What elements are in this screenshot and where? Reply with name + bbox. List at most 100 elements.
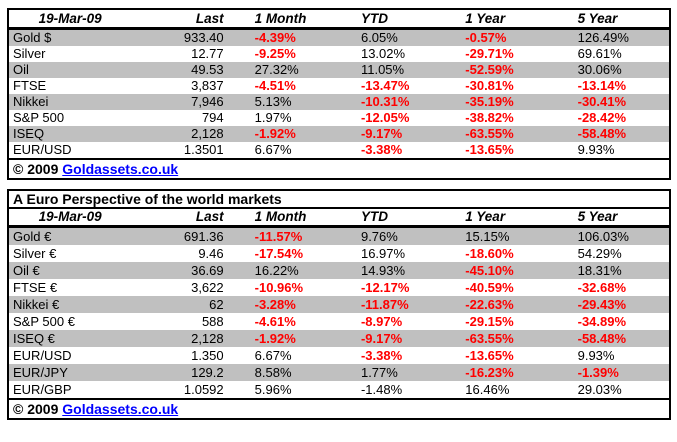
one-year-value-cell: -0.57% <box>465 29 507 45</box>
five-year-value-cell: -29.43% <box>577 297 627 312</box>
one-month-value-cell: -9.25% <box>254 45 296 61</box>
ytd-value-cell: -9.17% <box>360 125 403 141</box>
usd-table-footer-row: © 2009 Goldassets.co.uk <box>8 157 670 179</box>
last-value-cell: 3,622 <box>191 280 224 295</box>
one-year-value-cell: -35.19% <box>465 93 514 109</box>
goldassets-link[interactable]: Goldassets.co.uk <box>62 401 179 417</box>
instrument-label: Nikkei € <box>13 297 60 312</box>
last-value-cell: 1.0592 <box>183 382 224 397</box>
ytd-value-cell: -3.38% <box>360 348 403 363</box>
ytd-value-cell: 13.02% <box>360 45 406 61</box>
column-header-last: Last <box>131 207 227 228</box>
five-year-value-cell: -58.48% <box>577 125 627 141</box>
five-year-value-cell: -34.89% <box>577 314 627 329</box>
one-year-value-cell: -22.63% <box>465 297 514 312</box>
five-year-value-cell: 69.61% <box>577 45 622 61</box>
one-month-value-cell: -17.54% <box>254 246 304 261</box>
date-header: 19-Mar-09 <box>8 9 132 30</box>
table-row: Oil € 36.69 16.22% 14.93% -45.10% 18.31% <box>8 262 670 279</box>
goldassets-link[interactable]: Goldassets.co.uk <box>62 160 179 177</box>
instrument-label: Nikkei <box>13 93 49 109</box>
instrument-label: ISEQ <box>13 125 45 141</box>
one-month-value-cell: -1.92% <box>254 331 296 346</box>
copyright-bar: © 2009 Goldassets.co.uk <box>8 157 670 179</box>
table-row: S&P 500 794 1.97% -12.05% -38.82% -28.42… <box>8 110 670 126</box>
instrument-label: EUR/GBP <box>13 382 72 397</box>
one-year-value-cell: -13.65% <box>465 141 514 157</box>
table-row: ISEQ € 2,128 -1.92% -9.17% -63.55% -58.4… <box>8 330 670 347</box>
table-row: S&P 500 € 588 -4.61% -8.97% -29.15% -34.… <box>8 313 670 330</box>
table-row: Nikkei € 62 -3.28% -11.87% -22.63% -29.4… <box>8 296 670 313</box>
ytd-value-cell: 16.97% <box>360 246 406 261</box>
last-value-cell: 2,128 <box>191 125 224 141</box>
column-header-last: Last <box>131 9 227 30</box>
one-year-value-cell: 16.46% <box>465 382 510 397</box>
five-year-value-cell: -13.14% <box>577 77 627 93</box>
five-year-value-cell: 18.31% <box>577 263 622 278</box>
ytd-value-cell: 11.05% <box>360 61 405 77</box>
euro-table-title-row: A Euro Perspective of the world markets <box>8 189 670 209</box>
last-value-cell: 794 <box>201 109 224 125</box>
instrument-label: EUR/USD <box>13 141 72 157</box>
last-value-cell: 7,946 <box>191 93 224 109</box>
instrument-label: Silver <box>13 45 46 61</box>
euro-table-body: Gold € 691.36 -11.57% 9.76% 15.15% 106.0… <box>8 226 670 400</box>
one-month-value-cell: 1.97% <box>254 109 292 125</box>
five-year-value-cell: -28.42% <box>577 109 627 125</box>
five-year-value-cell: 9.93% <box>577 141 615 157</box>
one-month-value-cell: 5.96% <box>254 382 292 397</box>
copyright-text: © 2009 <box>13 401 59 417</box>
report-page: 19-Mar-09 Last 1 Month YTD 1 Year 5 Year… <box>7 8 671 420</box>
euro-table-title: A Euro Perspective of the world markets <box>8 189 670 209</box>
table-row: EUR/USD 1.3501 6.67% -3.38% -13.65% 9.93… <box>8 142 670 159</box>
last-value-cell: 62 <box>209 297 224 312</box>
column-header-five-year: 5 Year <box>555 9 670 30</box>
euro-table-footer-row: © 2009 Goldassets.co.uk <box>8 398 670 419</box>
one-year-value-cell: -52.59% <box>465 61 514 77</box>
last-value-cell: 9.46 <box>198 246 224 261</box>
ytd-value-cell: -8.97% <box>360 314 403 329</box>
table-gap <box>7 180 670 189</box>
instrument-label: EUR/USD <box>13 348 72 363</box>
copyright-bar: © 2009 Goldassets.co.uk <box>8 398 670 419</box>
instrument-label: Gold $ <box>13 29 52 45</box>
one-year-value-cell: -29.15% <box>465 314 514 329</box>
usd-markets-table: 19-Mar-09 Last 1 Month YTD 1 Year 5 Year… <box>7 8 671 180</box>
one-year-value-cell: -40.59% <box>465 280 514 295</box>
table-row: EUR/USD 1.350 6.67% -3.38% -13.65% 9.93% <box>8 347 670 364</box>
one-year-value-cell: -45.10% <box>465 263 514 278</box>
table-row: Oil 49.53 27.32% 11.05% -52.59% 30.06% <box>8 61 670 78</box>
instrument-label: FTSE <box>13 77 47 93</box>
one-year-value-cell: 15.15% <box>465 229 510 244</box>
instrument-label: EUR/JPY <box>13 365 68 380</box>
ytd-value-cell: 1.77% <box>360 365 398 380</box>
usd-table-header-row: 19-Mar-09 Last 1 Month YTD 1 Year 5 Year <box>8 9 670 30</box>
instrument-label: Oil € <box>13 263 40 278</box>
five-year-value-cell: 9.93% <box>577 348 615 363</box>
five-year-value-cell: 30.06% <box>577 61 622 77</box>
five-year-value-cell: -58.48% <box>577 331 627 346</box>
last-value-cell: 129.2 <box>191 365 224 380</box>
last-value-cell: 2,128 <box>191 331 224 346</box>
one-month-value-cell: -1.92% <box>254 125 296 141</box>
one-month-value-cell: 6.67% <box>254 348 292 363</box>
last-value-cell: 691.36 <box>183 229 224 244</box>
table-row: Silver € 9.46 -17.54% 16.97% -18.60% 54.… <box>8 245 670 262</box>
euro-table-header-row: 19-Mar-09 Last 1 Month YTD 1 Year 5 Year <box>8 207 670 228</box>
one-year-value-cell: -18.60% <box>465 246 514 261</box>
table-row: Silver 12.77 -9.25% 13.02% -29.71% 69.61… <box>8 46 670 62</box>
ytd-value-cell: -1.48% <box>360 382 403 397</box>
one-month-value-cell: -11.57% <box>254 229 303 244</box>
table-row: EUR/JPY 129.2 8.58% 1.77% -16.23% -1.39% <box>8 364 670 381</box>
table-row: Gold $ 933.40 -4.39% 6.05% -0.57% 126.49… <box>8 28 670 46</box>
last-value-cell: 12.77 <box>191 45 224 61</box>
five-year-value-cell: 29.03% <box>577 382 622 397</box>
one-year-value-cell: -63.55% <box>465 125 514 141</box>
ytd-value-cell: -10.31% <box>360 93 410 109</box>
one-year-value-cell: -38.82% <box>465 109 514 125</box>
one-month-value-cell: -4.61% <box>254 314 296 329</box>
instrument-label: Oil <box>13 61 29 77</box>
one-month-value-cell: 27.32% <box>254 61 299 77</box>
instrument-label: Silver € <box>13 246 57 261</box>
usd-table-body: Gold $ 933.40 -4.39% 6.05% -0.57% 126.49… <box>8 28 670 159</box>
